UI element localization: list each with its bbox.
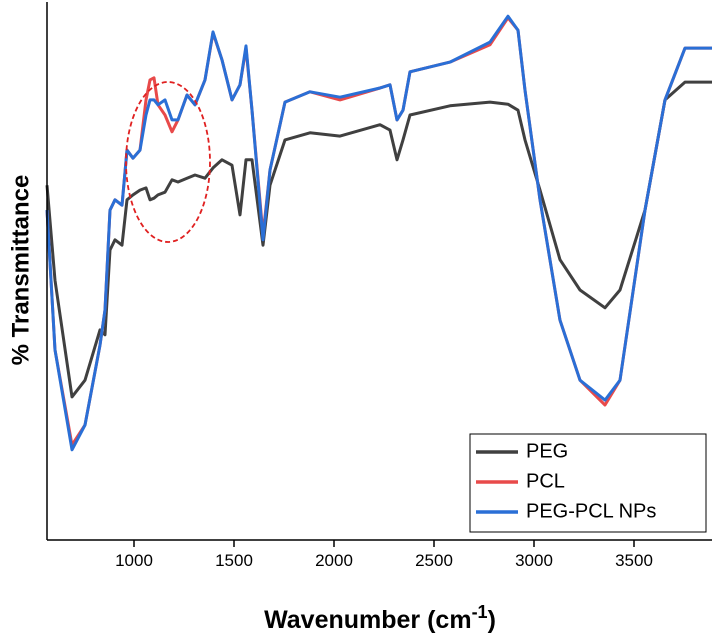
x-tick-label: 1000	[115, 551, 153, 570]
legend-label: PEG	[526, 440, 568, 462]
y-axis-title: % Transmittance	[7, 175, 34, 366]
x-axis-title-main: Wavenumber (cm	[264, 606, 471, 634]
x-tick-label: 3000	[515, 551, 553, 570]
x-tick-label: 3500	[615, 551, 653, 570]
x-tick-label: 1500	[215, 551, 253, 570]
x-tick-label: 2500	[415, 551, 453, 570]
line-series	[45, 80, 712, 399]
x-axis-title: Wavenumber (cm-1)	[264, 602, 496, 634]
line-series	[45, 14, 712, 452]
plot-area	[45, 14, 712, 452]
x-axis-title-end: )	[488, 606, 496, 634]
legend-label: PCL	[526, 470, 565, 492]
x-tick-label: 2000	[315, 551, 353, 570]
x-axis-title-sup: -1	[472, 602, 488, 622]
highlight-ellipse	[125, 81, 211, 243]
legend-label: PEG-PCL NPs	[526, 500, 656, 522]
